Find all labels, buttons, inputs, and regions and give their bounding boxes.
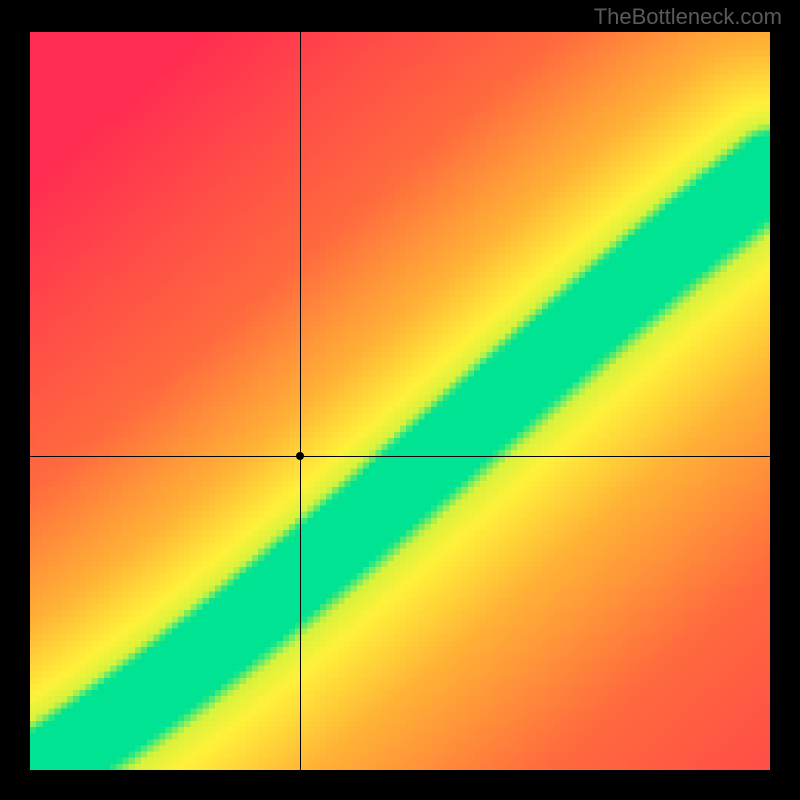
crosshair-vertical <box>300 32 301 770</box>
crosshair-horizontal <box>30 456 770 457</box>
selection-dot <box>296 452 304 460</box>
watermark-label: TheBottleneck.com <box>594 4 782 30</box>
heatmap-plot <box>30 32 770 770</box>
heatmap-canvas <box>30 32 770 770</box>
